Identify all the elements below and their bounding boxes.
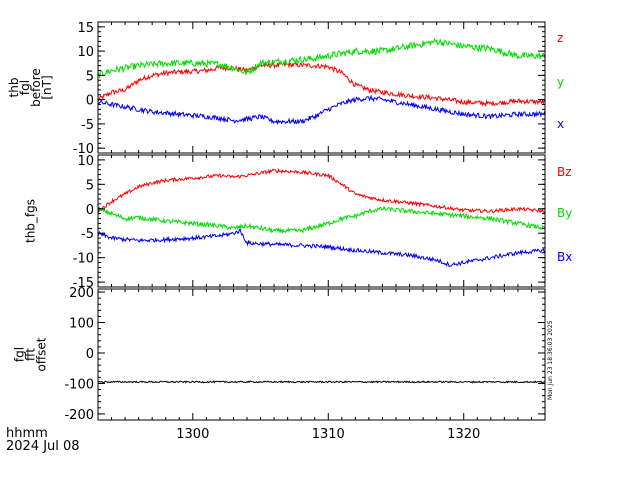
y-tick-label: -10	[73, 142, 94, 157]
y-tick-label: 10	[77, 154, 94, 169]
panel-fgs: Bz By Bx -15 -10 -5 0 5 10 thb_fgs	[24, 154, 573, 291]
y-axis-label: offset	[35, 337, 49, 371]
y-axis-label: fft	[24, 348, 38, 361]
y-tick-label: 0	[86, 347, 94, 362]
timestamp-stamp: Mon Jun 23 18:36:03 2025	[547, 320, 554, 400]
y-tick-label: -5	[81, 118, 94, 133]
y-tick-label: 100	[69, 317, 94, 332]
panel-frame	[97, 21, 546, 154]
y-tick-label: 15	[77, 21, 94, 36]
legend-Bx: Bx	[557, 250, 572, 264]
x-axis-unit-label: hhmm	[6, 426, 48, 441]
y-axis-label: fgl	[13, 347, 27, 362]
y-axis-label: thb	[7, 78, 21, 98]
y-tick-label: -200	[64, 408, 94, 423]
y-tick-label: 0	[86, 94, 94, 109]
series-line-offset	[98, 380, 545, 384]
y-tick-label: -5	[81, 227, 94, 242]
legend-Bz: Bz	[557, 165, 572, 179]
panel-frame	[97, 154, 546, 288]
y-tick-label: 5	[86, 69, 94, 84]
series-line-Bz	[98, 168, 545, 214]
y-axis-label: [nT]	[40, 75, 54, 99]
series-line-By	[98, 205, 545, 234]
series-line-z	[98, 61, 545, 108]
y-axis-label: before	[29, 68, 43, 107]
series-line-y	[98, 37, 545, 79]
legend-z: z	[557, 31, 563, 45]
y-tick-label: 200	[69, 286, 94, 301]
legend-By: By	[557, 206, 572, 220]
y-tick-label: -10	[73, 252, 94, 267]
y-axis-label: thb_fgs	[24, 199, 38, 243]
legend-y: y	[557, 75, 564, 89]
y-tick-label: 10	[77, 45, 94, 60]
series-line-Bx	[98, 228, 545, 268]
legend-x: x	[557, 117, 564, 131]
x-tick-label: 1320	[447, 427, 480, 442]
y-tick-label: -100	[64, 377, 94, 392]
y-tick-label: 0	[86, 203, 94, 218]
y-tick-label: -15	[73, 276, 94, 291]
series-line-x	[98, 94, 545, 126]
x-tick-label: 1300	[176, 427, 209, 442]
y-axis-label: fgl	[18, 80, 32, 95]
y-tick-label: 5	[86, 178, 94, 193]
x-tick-label: 1310	[312, 427, 345, 442]
panel-frame	[97, 288, 546, 421]
x-axis-date-label: 2024 Jul 08	[6, 439, 80, 454]
